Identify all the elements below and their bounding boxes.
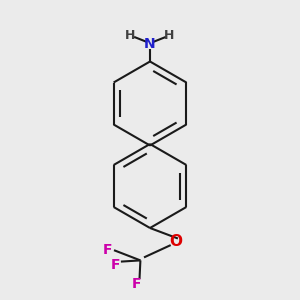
Text: H: H xyxy=(164,29,175,42)
Text: H: H xyxy=(125,29,136,42)
Text: O: O xyxy=(169,234,183,249)
Text: F: F xyxy=(111,258,120,272)
Text: F: F xyxy=(132,278,141,291)
Text: F: F xyxy=(103,243,113,256)
Text: N: N xyxy=(144,37,156,50)
